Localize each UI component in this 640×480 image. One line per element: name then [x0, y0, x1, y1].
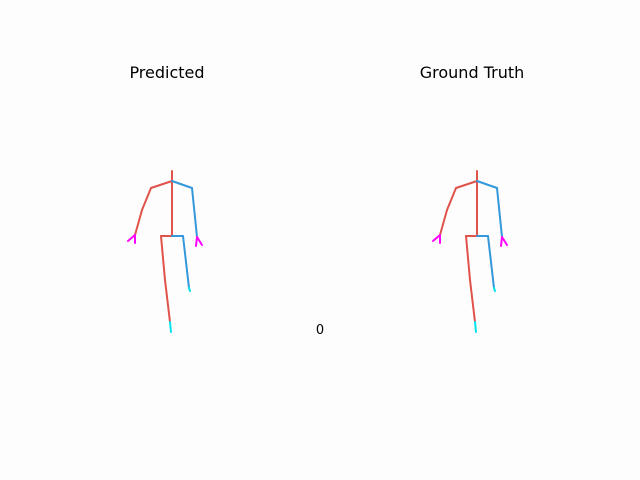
ground-truth-left-hand-b-bone	[500, 236, 503, 247]
predicted-right-upper-arm-bone	[141, 187, 152, 211]
predicted-right-shin-bone	[164, 279, 171, 323]
predicted-left-foot-bone	[188, 287, 191, 292]
predicted-left-arm-bone	[191, 187, 198, 238]
predicted-right-hand-a-bone	[127, 234, 136, 242]
predicted-skeleton	[127, 170, 203, 333]
ground-truth-right-shin-bone	[469, 279, 476, 323]
predicted-right-foot-bone	[169, 321, 172, 333]
ground-truth-skeleton	[432, 170, 508, 333]
ground-truth-title: Ground Truth	[419, 63, 525, 82]
predicted-left-shoulder-bone	[171, 180, 193, 189]
predicted-right-forearm-bone	[134, 209, 143, 236]
ground-truth-right-hand-a-bone	[432, 234, 441, 242]
predicted-right-shoulder-bone	[150, 180, 173, 189]
ground-truth-left-shin-bone	[490, 261, 495, 289]
ground-truth-left-foot-bone	[493, 287, 496, 292]
ground-truth-left-thigh-bone	[487, 235, 492, 263]
ground-truth-right-forearm-bone	[439, 209, 448, 236]
ground-truth-right-shoulder-bone	[455, 180, 478, 189]
ground-truth-right-thigh-bone	[465, 235, 471, 281]
ground-truth-left-shoulder-bone	[476, 180, 498, 189]
predicted-left-shin-bone	[185, 261, 190, 289]
predicted-left-thigh-bone	[182, 235, 187, 263]
predicted-right-thigh-bone	[160, 235, 166, 281]
ground-truth-right-foot-bone	[474, 321, 477, 333]
ground-truth-right-upper-arm-bone	[446, 187, 457, 211]
predicted-left-hand-b-bone	[195, 236, 198, 247]
frame-index: 0	[315, 323, 325, 338]
ground-truth-left-arm-bone	[496, 187, 503, 238]
predicted-title: Predicted	[129, 63, 205, 82]
